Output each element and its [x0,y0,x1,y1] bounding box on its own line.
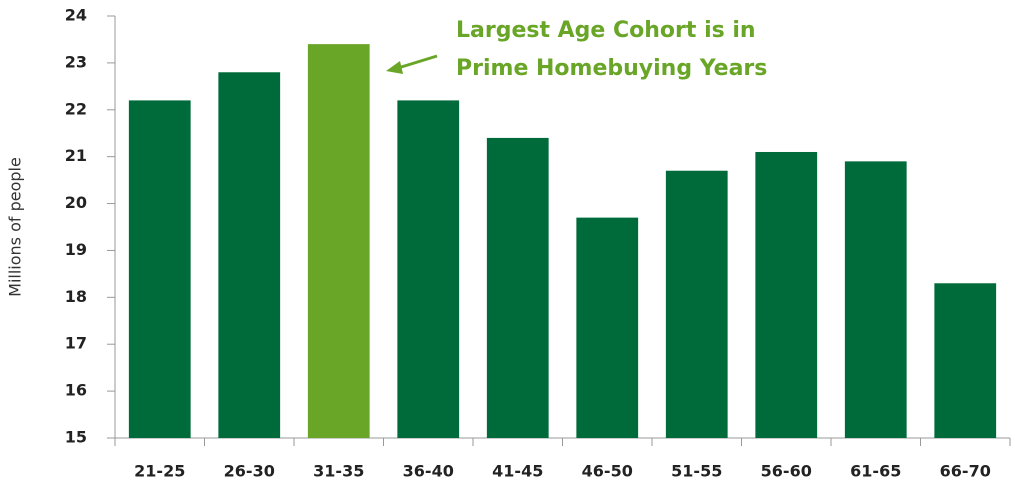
bar [755,151,818,438]
x-tick-label: 31-35 [313,462,364,481]
annotation-arrowhead [386,61,403,74]
x-tick-label: 56-60 [761,462,812,481]
bar [307,44,370,439]
bar [218,72,281,439]
x-tick-label: 41-45 [492,462,543,481]
bar [844,161,907,438]
y-tick-label: 16 [65,381,87,400]
x-tick-label: 61-65 [850,462,901,481]
x-tick-label: 36-40 [403,462,454,481]
annotation-arrow [397,54,438,70]
y-tick-label: 15 [65,428,87,447]
bar [397,100,460,439]
y-axis-label: Millions of people [6,157,25,297]
y-tick-label: 22 [65,99,87,118]
annotation: Largest Age Cohort is in [456,18,756,43]
y-tick-label: 19 [65,240,87,259]
bar [486,137,549,438]
y-tick-label: 20 [65,193,87,212]
bar [665,170,728,438]
x-tick-label: 46-50 [582,462,633,481]
y-tick-label: 18 [65,287,87,306]
bar [576,217,639,438]
y-tick-label: 21 [65,146,87,165]
bar [128,100,191,439]
y-tick-label: 23 [65,52,87,71]
x-tick-label: 51-55 [671,462,722,481]
y-tick-label: 24 [65,6,87,25]
bar [934,283,997,438]
y-tick-label: 17 [65,334,87,353]
x-tick-label: 66-70 [940,462,991,481]
annotation: Prime Homebuying Years [456,56,767,81]
x-tick-label: 21-25 [134,462,185,481]
x-tick-label: 26-30 [224,462,275,481]
